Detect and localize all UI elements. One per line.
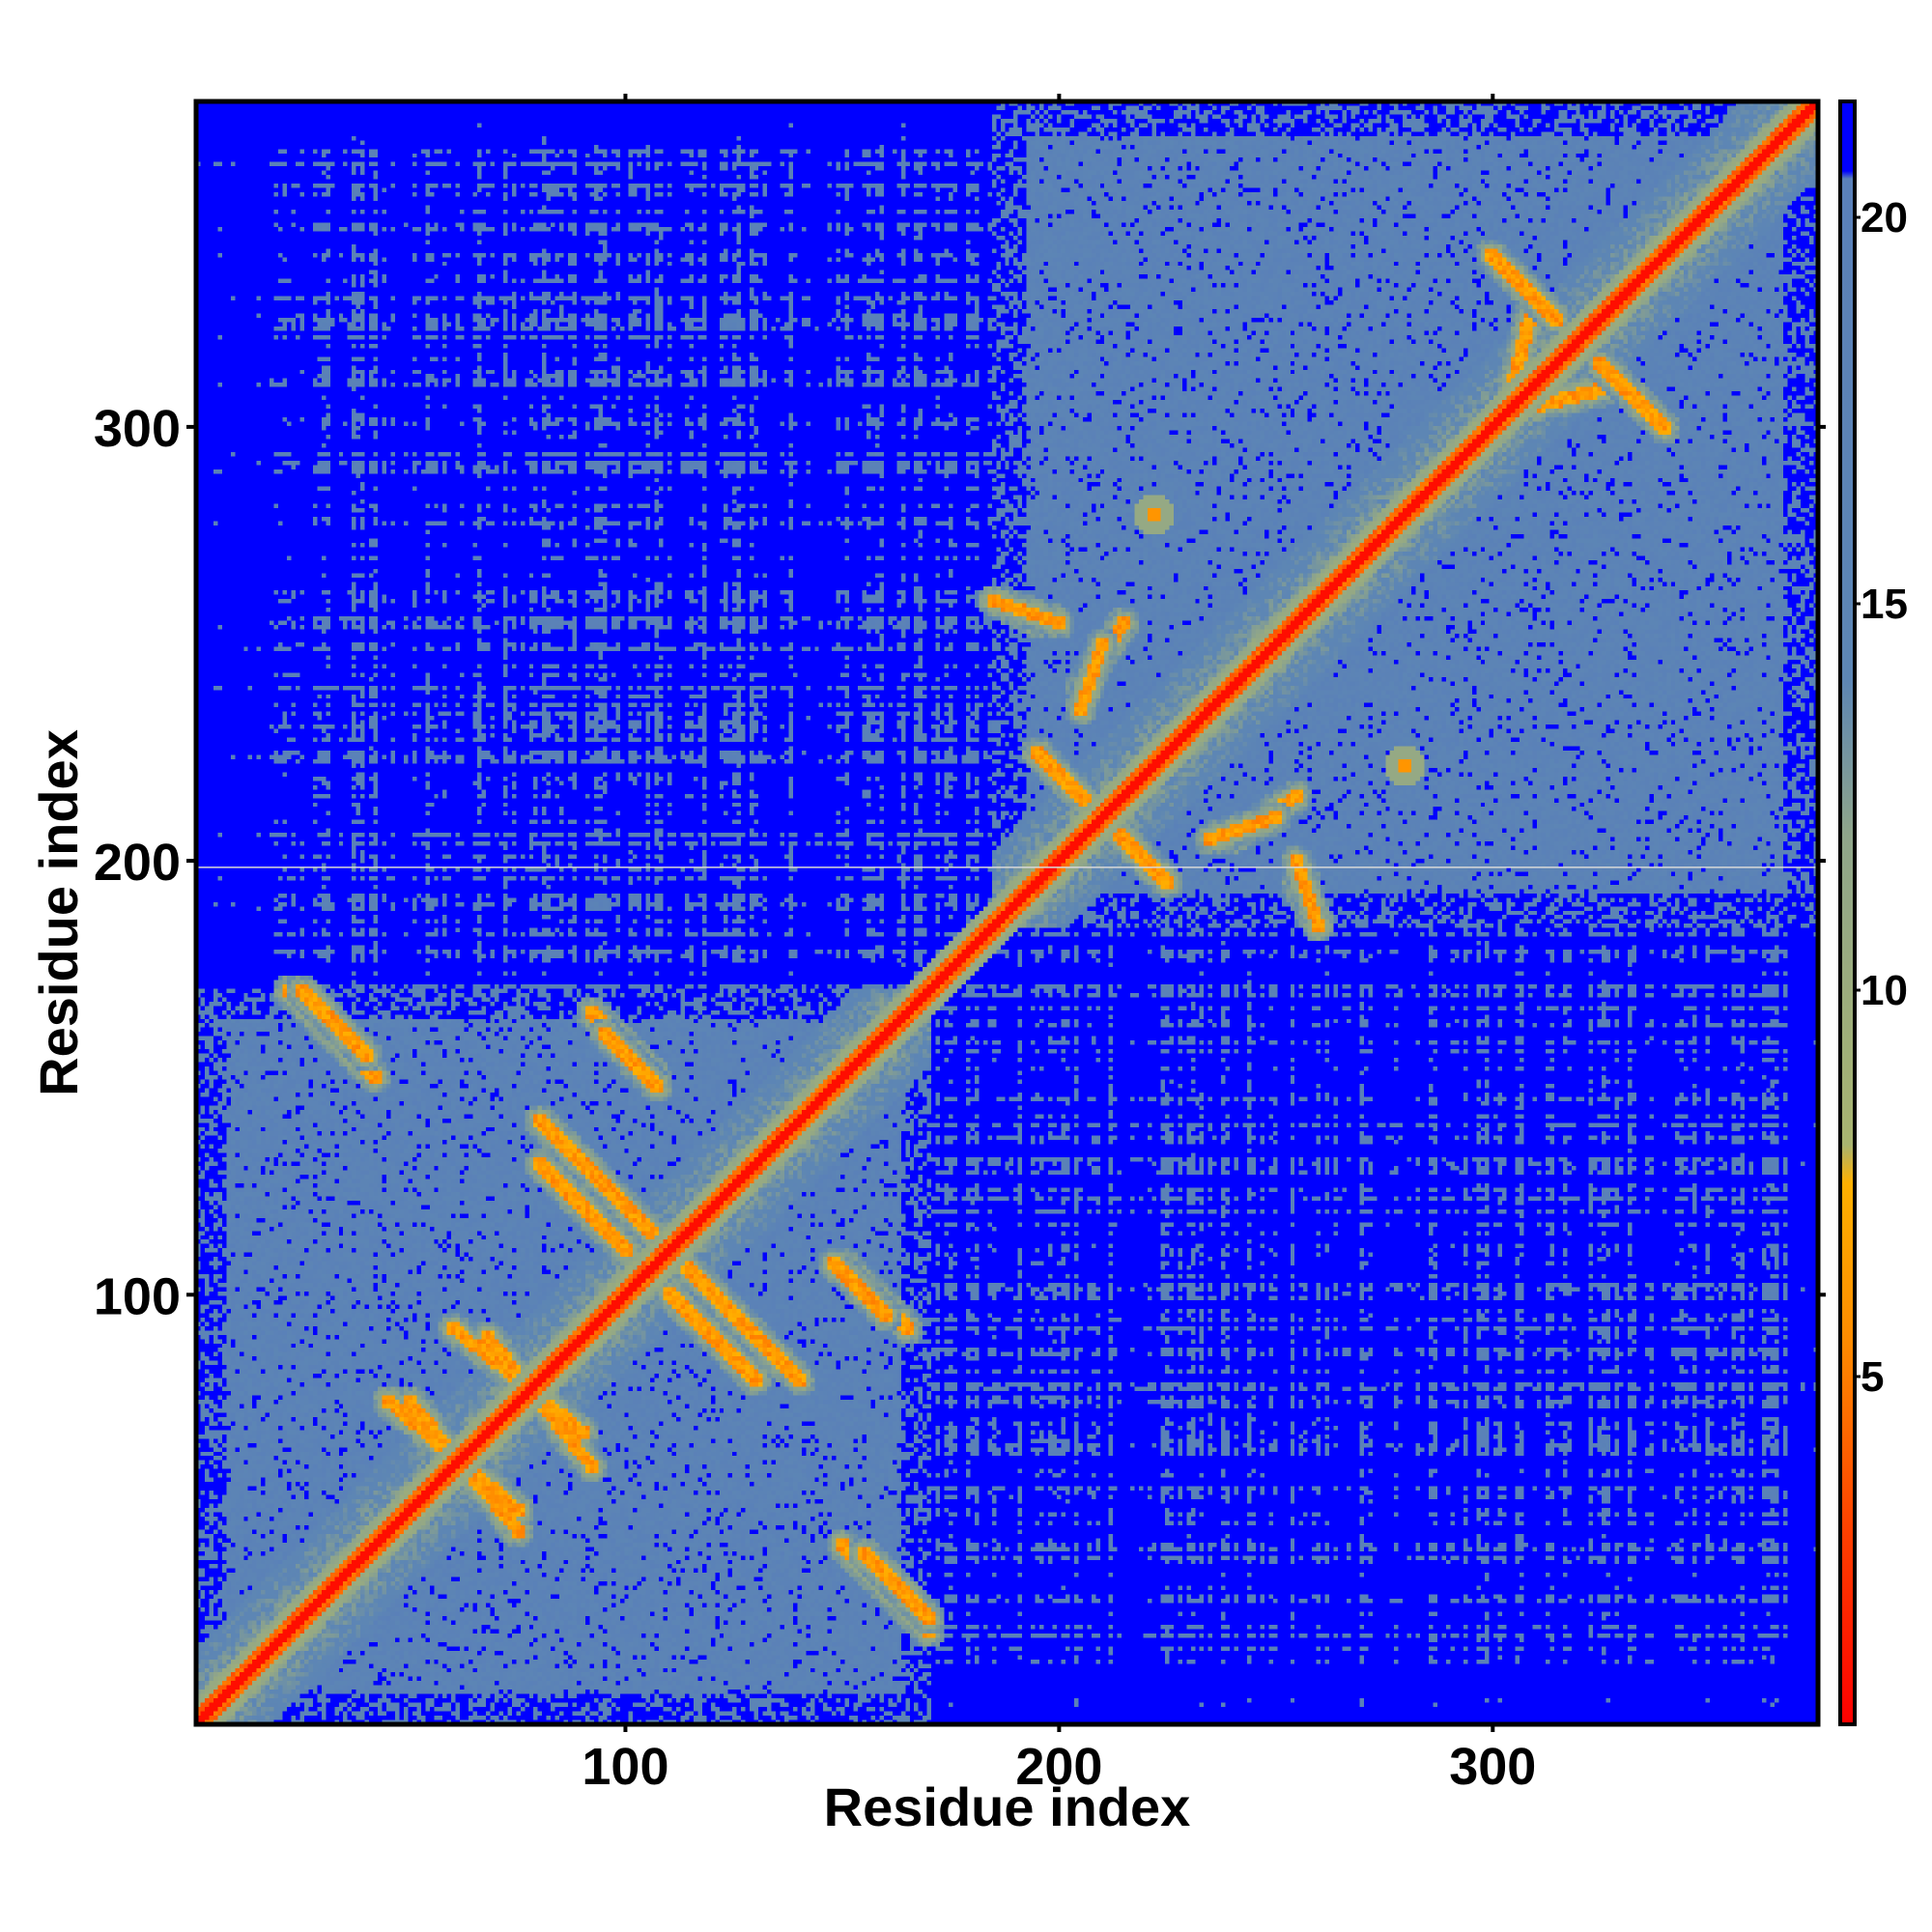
colorbar-ticks: 5 10 15 20 (1855, 194, 1908, 1401)
plot-area (193, 99, 1821, 1727)
top-axis-ticks (623, 94, 1495, 101)
right-axis-ticks (1818, 424, 1826, 1297)
x-tick-label: 200 (1015, 1738, 1102, 1796)
y-tick-label: 300 (94, 400, 181, 458)
colorbar: 5 10 15 20 (1838, 99, 1908, 1726)
colorbar-tick-label: 5 (1861, 1353, 1884, 1401)
x-tick-label: 300 (1449, 1738, 1536, 1796)
x-axis-title: Residue index (824, 1776, 1191, 1837)
heatmap-cells (196, 101, 1818, 1724)
plot-frame (193, 99, 1821, 1727)
colorbar-gradient (1840, 101, 1855, 1724)
colorbar-tick-label: 15 (1861, 581, 1908, 628)
y-tick-label: 200 (94, 834, 181, 892)
colorbar-tick-label: 20 (1861, 194, 1908, 242)
x-axis: 100 200 300 (582, 1724, 1536, 1796)
y-axis-title: Residue index (28, 729, 89, 1096)
y-tick-label: 100 (94, 1267, 181, 1325)
colorbar-tick-label: 10 (1861, 967, 1908, 1014)
colorbar-frame (1838, 99, 1857, 1726)
y-axis: 100 200 300 (94, 400, 196, 1325)
x-tick-label: 100 (582, 1738, 668, 1796)
